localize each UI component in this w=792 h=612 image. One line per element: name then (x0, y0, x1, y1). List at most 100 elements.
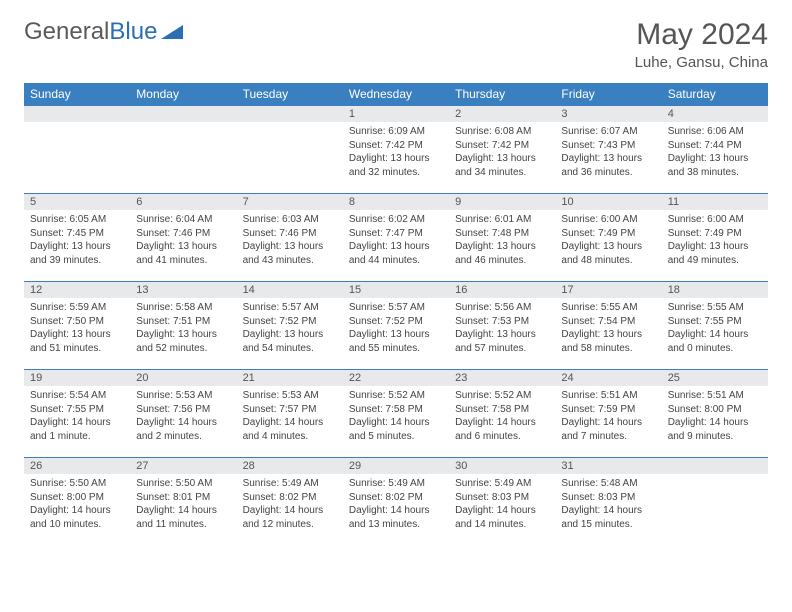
sunrise-text: Sunrise: 6:00 AM (668, 213, 762, 227)
daylight-text: Daylight: 13 hours and 51 minutes. (30, 328, 124, 355)
calendar-day-cell: 27Sunrise: 5:50 AMSunset: 8:01 PMDayligh… (130, 458, 236, 546)
day-number: 1 (343, 106, 449, 122)
calendar-day-cell: 31Sunrise: 5:48 AMSunset: 8:03 PMDayligh… (555, 458, 661, 546)
daylight-text: Daylight: 14 hours and 10 minutes. (30, 504, 124, 531)
calendar-day-cell: 10Sunrise: 6:00 AMSunset: 7:49 PMDayligh… (555, 194, 661, 282)
sunrise-text: Sunrise: 6:08 AM (455, 125, 549, 139)
daylight-text: Daylight: 13 hours and 54 minutes. (243, 328, 337, 355)
sunset-text: Sunset: 7:58 PM (349, 403, 443, 417)
sunrise-text: Sunrise: 5:55 AM (561, 301, 655, 315)
calendar-day-cell: 21Sunrise: 5:53 AMSunset: 7:57 PMDayligh… (237, 370, 343, 458)
sunrise-text: Sunrise: 6:06 AM (668, 125, 762, 139)
day-detail: Sunrise: 5:50 AMSunset: 8:00 PMDaylight:… (24, 474, 130, 534)
sunrise-text: Sunrise: 5:52 AM (349, 389, 443, 403)
sunset-text: Sunset: 7:42 PM (349, 139, 443, 153)
sunrise-text: Sunrise: 6:09 AM (349, 125, 443, 139)
day-number: 14 (237, 282, 343, 298)
title-block: May 2024 Luhe, Gansu, China (635, 18, 768, 71)
day-detail: Sunrise: 5:57 AMSunset: 7:52 PMDaylight:… (237, 298, 343, 358)
sunrise-text: Sunrise: 6:03 AM (243, 213, 337, 227)
sunrise-text: Sunrise: 6:05 AM (30, 213, 124, 227)
sunset-text: Sunset: 7:53 PM (455, 315, 549, 329)
calendar-week-row: 5Sunrise: 6:05 AMSunset: 7:45 PMDaylight… (24, 194, 768, 282)
day-detail: Sunrise: 5:54 AMSunset: 7:55 PMDaylight:… (24, 386, 130, 446)
daylight-text: Daylight: 13 hours and 58 minutes. (561, 328, 655, 355)
day-number: 10 (555, 194, 661, 210)
sunrise-text: Sunrise: 5:53 AM (243, 389, 337, 403)
sunset-text: Sunset: 7:46 PM (136, 227, 230, 241)
sunrise-text: Sunrise: 5:48 AM (561, 477, 655, 491)
sunset-text: Sunset: 7:46 PM (243, 227, 337, 241)
daylight-text: Daylight: 14 hours and 14 minutes. (455, 504, 549, 531)
day-detail: Sunrise: 6:00 AMSunset: 7:49 PMDaylight:… (555, 210, 661, 270)
day-number: 20 (130, 370, 236, 386)
calendar-day-cell: 25Sunrise: 5:51 AMSunset: 8:00 PMDayligh… (662, 370, 768, 458)
sunset-text: Sunset: 8:03 PM (561, 491, 655, 505)
day-number: 9 (449, 194, 555, 210)
sunrise-text: Sunrise: 6:02 AM (349, 213, 443, 227)
day-number: 11 (662, 194, 768, 210)
calendar-day-cell: 16Sunrise: 5:56 AMSunset: 7:53 PMDayligh… (449, 282, 555, 370)
sunset-text: Sunset: 7:55 PM (30, 403, 124, 417)
day-detail: Sunrise: 5:57 AMSunset: 7:52 PMDaylight:… (343, 298, 449, 358)
day-number: 27 (130, 458, 236, 474)
sunset-text: Sunset: 7:49 PM (668, 227, 762, 241)
daylight-text: Daylight: 13 hours and 55 minutes. (349, 328, 443, 355)
daylight-text: Daylight: 14 hours and 6 minutes. (455, 416, 549, 443)
daylight-text: Daylight: 14 hours and 5 minutes. (349, 416, 443, 443)
sunset-text: Sunset: 7:52 PM (349, 315, 443, 329)
day-number: 17 (555, 282, 661, 298)
calendar-day-cell: 2Sunrise: 6:08 AMSunset: 7:42 PMDaylight… (449, 106, 555, 194)
sunset-text: Sunset: 7:45 PM (30, 227, 124, 241)
weekday-header: Friday (555, 83, 661, 106)
day-detail: Sunrise: 5:49 AMSunset: 8:02 PMDaylight:… (237, 474, 343, 534)
day-number: 6 (130, 194, 236, 210)
sunset-text: Sunset: 8:00 PM (30, 491, 124, 505)
calendar-day-cell: 17Sunrise: 5:55 AMSunset: 7:54 PMDayligh… (555, 282, 661, 370)
sunrise-text: Sunrise: 5:50 AM (136, 477, 230, 491)
calendar-day-cell: 7Sunrise: 6:03 AMSunset: 7:46 PMDaylight… (237, 194, 343, 282)
calendar-day-cell (662, 458, 768, 546)
day-number: 15 (343, 282, 449, 298)
day-number: 31 (555, 458, 661, 474)
daylight-text: Daylight: 14 hours and 13 minutes. (349, 504, 443, 531)
sunrise-text: Sunrise: 5:50 AM (30, 477, 124, 491)
sunset-text: Sunset: 7:44 PM (668, 139, 762, 153)
daylight-text: Daylight: 13 hours and 43 minutes. (243, 240, 337, 267)
daylight-text: Daylight: 14 hours and 12 minutes. (243, 504, 337, 531)
day-detail: Sunrise: 5:52 AMSunset: 7:58 PMDaylight:… (449, 386, 555, 446)
day-number: 18 (662, 282, 768, 298)
calendar-day-cell: 12Sunrise: 5:59 AMSunset: 7:50 PMDayligh… (24, 282, 130, 370)
weekday-header: Wednesday (343, 83, 449, 106)
day-detail: Sunrise: 6:00 AMSunset: 7:49 PMDaylight:… (662, 210, 768, 270)
day-number: 25 (662, 370, 768, 386)
sunset-text: Sunset: 8:00 PM (668, 403, 762, 417)
day-detail: Sunrise: 6:04 AMSunset: 7:46 PMDaylight:… (130, 210, 236, 270)
day-detail: Sunrise: 5:51 AMSunset: 7:59 PMDaylight:… (555, 386, 661, 446)
day-detail: Sunrise: 5:49 AMSunset: 8:03 PMDaylight:… (449, 474, 555, 534)
sunset-text: Sunset: 7:59 PM (561, 403, 655, 417)
calendar-day-cell: 18Sunrise: 5:55 AMSunset: 7:55 PMDayligh… (662, 282, 768, 370)
sunrise-text: Sunrise: 5:56 AM (455, 301, 549, 315)
daylight-text: Daylight: 13 hours and 32 minutes. (349, 152, 443, 179)
daylight-text: Daylight: 14 hours and 1 minute. (30, 416, 124, 443)
weekday-header: Monday (130, 83, 236, 106)
daylight-text: Daylight: 13 hours and 36 minutes. (561, 152, 655, 179)
daylight-text: Daylight: 13 hours and 41 minutes. (136, 240, 230, 267)
day-number (130, 106, 236, 122)
weekday-header-row: Sunday Monday Tuesday Wednesday Thursday… (24, 83, 768, 106)
day-number (24, 106, 130, 122)
calendar-day-cell: 19Sunrise: 5:54 AMSunset: 7:55 PMDayligh… (24, 370, 130, 458)
daylight-text: Daylight: 14 hours and 11 minutes. (136, 504, 230, 531)
location: Luhe, Gansu, China (635, 54, 768, 71)
day-number: 23 (449, 370, 555, 386)
day-detail: Sunrise: 5:48 AMSunset: 8:03 PMDaylight:… (555, 474, 661, 534)
calendar-day-cell: 4Sunrise: 6:06 AMSunset: 7:44 PMDaylight… (662, 106, 768, 194)
day-number: 8 (343, 194, 449, 210)
sunrise-text: Sunrise: 6:01 AM (455, 213, 549, 227)
calendar-day-cell (237, 106, 343, 194)
day-number: 12 (24, 282, 130, 298)
day-detail: Sunrise: 5:53 AMSunset: 7:57 PMDaylight:… (237, 386, 343, 446)
sunset-text: Sunset: 7:47 PM (349, 227, 443, 241)
sunset-text: Sunset: 7:56 PM (136, 403, 230, 417)
